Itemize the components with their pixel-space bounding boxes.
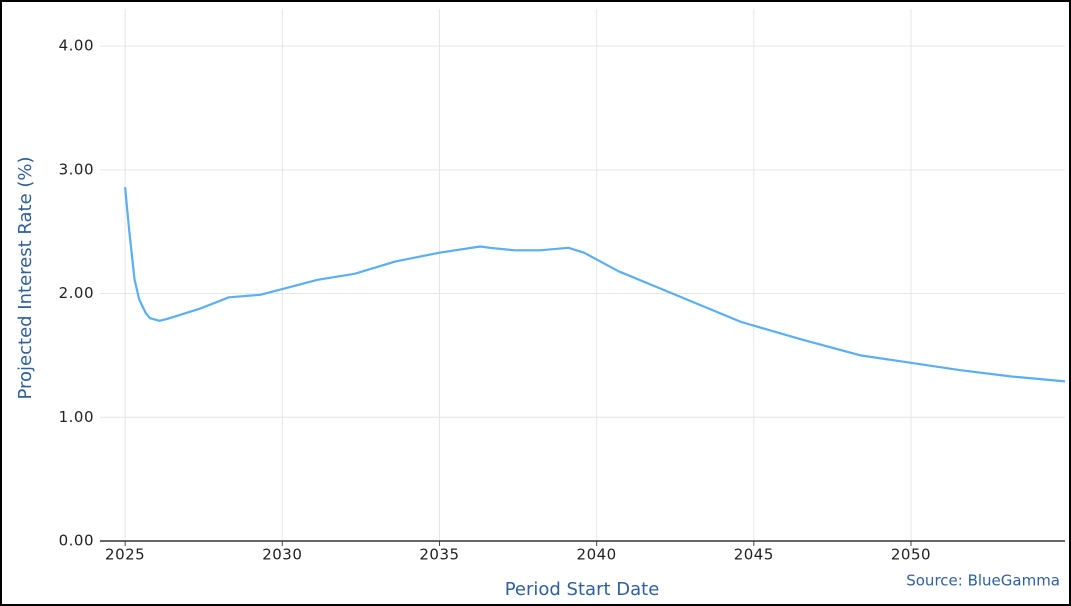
y-tick-label: 2.00: [59, 284, 94, 302]
x-tick-label: 2045: [734, 546, 774, 564]
x-axis-title: Period Start Date: [505, 579, 660, 600]
source-note: Source: BlueGamma: [906, 572, 1060, 590]
x-tick-label: 2030: [262, 546, 302, 564]
y-tick-label: 0.00: [59, 532, 94, 550]
y-tick-label: 3.00: [59, 160, 94, 178]
data-line: [124, 187, 1066, 383]
x-tick-label: 2025: [105, 546, 145, 564]
grid: [100, 9, 1065, 542]
y-axis-title: Projected Interest Rate (%): [15, 156, 36, 399]
x-tick-label: 2050: [891, 546, 931, 564]
y-tick-label: 4.00: [59, 37, 94, 55]
x-tick-label: 2035: [419, 546, 459, 564]
x-tick-label: 2040: [577, 546, 617, 564]
y-tick-label: 1.00: [59, 408, 94, 426]
